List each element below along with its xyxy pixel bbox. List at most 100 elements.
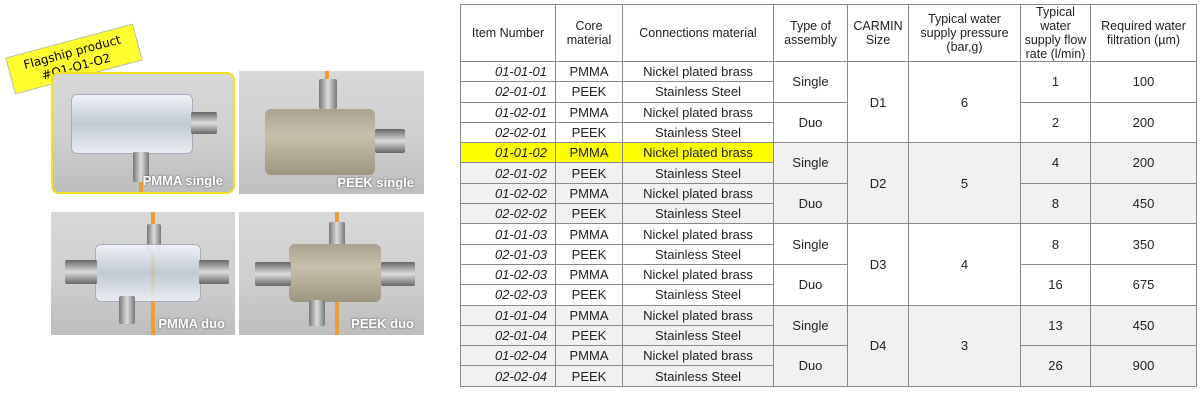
core-material: PEEK bbox=[555, 284, 623, 306]
connections-material: Nickel plated brass bbox=[622, 60, 774, 83]
connections-material: Stainless Steel bbox=[622, 121, 774, 144]
item-number: 01-01-01 bbox=[460, 60, 556, 83]
item-number: 01-01-03 bbox=[460, 223, 556, 245]
filtration: 200 bbox=[1090, 142, 1197, 184]
table-row: 01-01-02 PMMA Nickel plated brass Single D2 5… bbox=[460, 142, 1197, 225]
connections-material: Stainless Steel bbox=[622, 81, 774, 103]
table-row: 02-01-04 PEEK Stainless Steel bbox=[460, 324, 1197, 347]
connections-material: Stainless Steel bbox=[622, 162, 774, 184]
carmin-size: D3 bbox=[847, 223, 909, 306]
assembly-type: Single bbox=[773, 304, 848, 347]
supply-pressure: 3 bbox=[908, 304, 1021, 387]
table-row: 01-02-02 PMMA Nickel plated brass Duo 8 450 bbox=[460, 182, 1197, 225]
assembly-type: Single bbox=[773, 142, 848, 184]
connections-material: Nickel plated brass bbox=[622, 182, 774, 205]
table-row: 01-02-03 PMMA Nickel plated brass Duo 16 675 bbox=[460, 263, 1197, 306]
column-header: Typical water supply flow rate (l/min) bbox=[1020, 4, 1091, 62]
assembly-type: Single bbox=[773, 61, 848, 103]
assembly-type: Duo bbox=[773, 101, 848, 144]
filtration: 450 bbox=[1090, 182, 1197, 225]
assembly-type: Duo bbox=[773, 182, 848, 225]
table-row: 01-01-04 PMMA Nickel plated brass Single D4 3… bbox=[460, 304, 1197, 387]
table-row: 01-01-01 PMMA Nickel plated brass Single D1 6… bbox=[460, 60, 1197, 144]
photo-peek-duo: PEEK duo bbox=[239, 212, 424, 335]
table-header-row: Item Number Core material Connections mate… bbox=[460, 4, 1197, 62]
connections-material: Nickel plated brass bbox=[622, 345, 774, 367]
flow-rate: 8 bbox=[1020, 182, 1091, 225]
item-number: 02-01-01 bbox=[460, 81, 556, 103]
table-row: 02-02-04 PEEK Stainless Steel bbox=[460, 365, 1197, 387]
item-number: 02-02-02 bbox=[460, 203, 556, 225]
core-material: PEEK bbox=[555, 243, 623, 265]
item-number: 02-02-01 bbox=[460, 121, 556, 144]
column-header: CARMIN Size bbox=[847, 4, 909, 62]
table-row: 02-02-01 PEEK Stainless Steel bbox=[460, 121, 1197, 144]
assembly-type: Duo bbox=[773, 263, 848, 306]
item-number: 01-02-02 bbox=[460, 182, 556, 205]
photo-caption: PEEK single bbox=[337, 175, 414, 190]
core-material: PMMA bbox=[555, 101, 623, 123]
flow-rate: 13 bbox=[1020, 304, 1091, 347]
column-header: Core material bbox=[555, 4, 623, 62]
table-row: 02-01-03 PEEK Stainless Steel bbox=[460, 243, 1197, 265]
core-material: PMMA bbox=[555, 263, 623, 286]
column-header: Required water filtration (µm) bbox=[1090, 4, 1197, 62]
item-number: 02-02-03 bbox=[460, 284, 556, 306]
core-material: PMMA bbox=[555, 223, 623, 245]
product-table: Item Number Core material Connections mate… bbox=[460, 4, 1197, 387]
connections-material: Stainless Steel bbox=[622, 203, 774, 225]
column-header: Type of assembly bbox=[773, 4, 848, 62]
filtration: 675 bbox=[1090, 263, 1197, 306]
connections-material: Nickel plated brass bbox=[622, 304, 774, 326]
flow-rate: 2 bbox=[1020, 101, 1091, 144]
column-header: Item Number bbox=[460, 4, 556, 62]
supply-pressure: 5 bbox=[908, 142, 1021, 225]
assembly-type: Single bbox=[773, 223, 848, 265]
connections-material: Stainless Steel bbox=[622, 324, 774, 347]
photo-pmma-single: PMMA single bbox=[51, 72, 235, 194]
item-number: 01-02-01 bbox=[460, 101, 556, 123]
table-row: 01-02-01 PMMA Nickel plated brass Duo 2 200 bbox=[460, 101, 1197, 144]
core-material: PEEK bbox=[555, 81, 623, 103]
core-material: PMMA bbox=[555, 304, 623, 326]
item-number: 02-01-04 bbox=[460, 324, 556, 347]
item-number: 01-01-02 bbox=[460, 142, 556, 164]
flow-rate: 4 bbox=[1020, 142, 1091, 184]
filtration: 100 bbox=[1090, 61, 1197, 103]
item-number: 02-01-02 bbox=[460, 162, 556, 184]
photo-pmma-duo: PMMA duo bbox=[51, 212, 235, 335]
filtration: 200 bbox=[1090, 101, 1197, 144]
photo-peek-single: PEEK single bbox=[239, 71, 424, 194]
carmin-size: D4 bbox=[847, 304, 909, 387]
item-number: 02-01-03 bbox=[460, 243, 556, 265]
connections-material: Nickel plated brass bbox=[622, 263, 774, 286]
table-row: 02-01-02 PEEK Stainless Steel bbox=[460, 162, 1197, 184]
supply-pressure: 4 bbox=[908, 223, 1021, 306]
core-material: PEEK bbox=[555, 162, 623, 184]
core-material: PMMA bbox=[555, 345, 623, 367]
connections-material: Nickel plated brass bbox=[622, 142, 774, 164]
connections-material: Stainless Steel bbox=[622, 284, 774, 306]
table-row: 01-02-04 PMMA Nickel plated brass Duo 26 900 bbox=[460, 345, 1197, 387]
core-material: PMMA bbox=[555, 182, 623, 205]
table-row: 01-01-03 PMMA Nickel plated brass Single D3 4… bbox=[460, 223, 1197, 306]
flow-rate: 1 bbox=[1020, 61, 1091, 103]
core-material: PMMA bbox=[555, 60, 623, 83]
item-number: 01-02-04 bbox=[460, 345, 556, 367]
core-material: PMMA bbox=[555, 142, 623, 164]
photo-caption: PMMA duo bbox=[158, 316, 225, 331]
table-row: 02-02-03 PEEK Stainless Steel bbox=[460, 284, 1197, 306]
connections-material: Stainless Steel bbox=[622, 365, 774, 387]
item-number: 01-02-03 bbox=[460, 263, 556, 286]
photo-caption: PEEK duo bbox=[351, 316, 414, 331]
item-number: 02-02-04 bbox=[460, 365, 556, 387]
flow-rate: 26 bbox=[1020, 345, 1091, 387]
assembly-type: Duo bbox=[773, 345, 848, 387]
carmin-size: D2 bbox=[847, 142, 909, 225]
connections-material: Nickel plated brass bbox=[622, 223, 774, 245]
column-header: Connections material bbox=[622, 4, 774, 62]
connections-material: Stainless Steel bbox=[622, 243, 774, 265]
supply-pressure: 6 bbox=[908, 60, 1021, 144]
core-material: PEEK bbox=[555, 365, 623, 387]
item-number: 01-01-04 bbox=[460, 304, 556, 326]
